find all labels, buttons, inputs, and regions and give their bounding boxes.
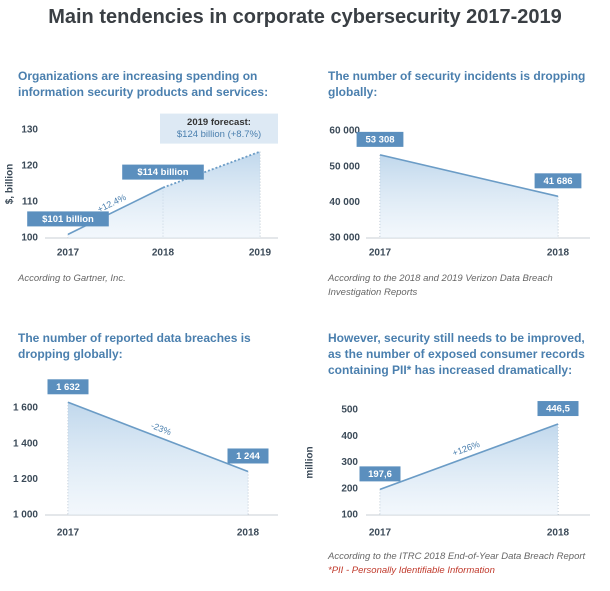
value-label-text: 53 308	[365, 134, 394, 145]
y-tick-label: 400	[341, 431, 358, 442]
y-tick-label: 100	[21, 233, 38, 244]
panel-title: The number of security incidents is drop…	[328, 69, 586, 99]
x-tick-label: 2018	[152, 248, 175, 259]
y-tick-label: 300	[341, 457, 358, 468]
x-tick-label: 2017	[57, 528, 80, 539]
forecast-label: 2019 forecast:	[187, 117, 251, 128]
value-label-text: 446,5	[546, 404, 570, 415]
value-label-box	[537, 401, 579, 417]
value-label-box	[356, 131, 404, 147]
line	[379, 154, 559, 198]
x-tick-label: 2019	[249, 248, 272, 259]
value-label-text: 1 244	[236, 451, 260, 462]
area	[380, 154, 558, 238]
y-tick-label: 130	[21, 125, 38, 136]
x-tick-label: 2018	[237, 528, 260, 539]
y-tick-label: 1 200	[13, 474, 38, 485]
area	[68, 151, 260, 238]
value-label: $114 billion	[122, 164, 204, 180]
y-tick-label: 40 000	[329, 197, 360, 208]
value-label-box	[47, 379, 89, 395]
value-label-text: $101 billion	[42, 214, 94, 225]
panel-title: However, security still needs to be impr…	[328, 331, 585, 377]
y-tick-label: 120	[21, 161, 38, 172]
y-tick-label: 500	[341, 405, 358, 416]
y-tick-label: 110	[22, 197, 39, 208]
y-tick-label: 50 000	[329, 161, 360, 172]
y-tick-label: 100	[341, 510, 358, 521]
value-label-text: $124 billion (+8.7%)	[177, 129, 261, 140]
value-label: 446,5	[537, 401, 579, 417]
value-label: 197,6	[359, 466, 401, 482]
value-label-text: 1 632	[56, 382, 80, 393]
value-label-text: $114 billion	[137, 167, 188, 178]
panel-title: The number of reported data breaches is …	[18, 331, 251, 361]
area	[68, 402, 248, 515]
x-tick-label: 2018	[547, 528, 570, 539]
y-tick-label: 1 000	[13, 510, 38, 521]
value-label: 53 308	[356, 131, 404, 147]
source-note: According to the ITRC 2018 End-of-Year D…	[328, 551, 586, 562]
x-tick-label: 2018	[547, 248, 570, 259]
y-axis-label: million	[305, 446, 316, 478]
y-tick-label: 200	[341, 483, 358, 494]
value-label: 2019 forecast:$124 billion (+8.7%)	[160, 113, 278, 144]
line	[67, 186, 164, 236]
footnote: *PII - Personally Identifiable Informati…	[328, 565, 495, 576]
panel-title: Organizations are increasing spending on…	[18, 69, 269, 99]
forecast-box	[160, 113, 278, 144]
value-label-box	[359, 466, 401, 482]
value-label-box	[122, 164, 204, 180]
y-tick-label: 60 000	[329, 126, 360, 137]
value-label-box	[227, 448, 269, 464]
forecast-line	[162, 150, 261, 189]
value-label-box	[534, 173, 582, 189]
x-tick-label: 2017	[57, 248, 80, 259]
y-tick-label: 1 400	[13, 438, 38, 449]
area	[380, 424, 558, 515]
value-label-text: 197,6	[368, 469, 392, 480]
page-title: Main tendencies in corporate cybersecuri…	[48, 6, 562, 28]
value-label: 1 244	[227, 448, 269, 464]
source-note: According to the 2018 and 2019 Verizon D…	[328, 273, 553, 298]
x-tick-label: 2017	[369, 248, 392, 259]
line	[379, 423, 559, 491]
value-label-text: 41 686	[543, 176, 572, 187]
y-axis-label: $, billion	[5, 164, 16, 205]
line	[67, 401, 249, 473]
x-tick-label: 2017	[369, 528, 392, 539]
value-label-box	[27, 211, 109, 227]
value-label: 41 686	[534, 173, 582, 189]
value-label: $101 billion	[27, 211, 109, 227]
value-label: 1 632	[47, 379, 89, 395]
source-note: According to Gartner, Inc.	[18, 273, 126, 284]
y-tick-label: 1 600	[13, 403, 38, 414]
y-tick-label: 30 000	[329, 233, 360, 244]
